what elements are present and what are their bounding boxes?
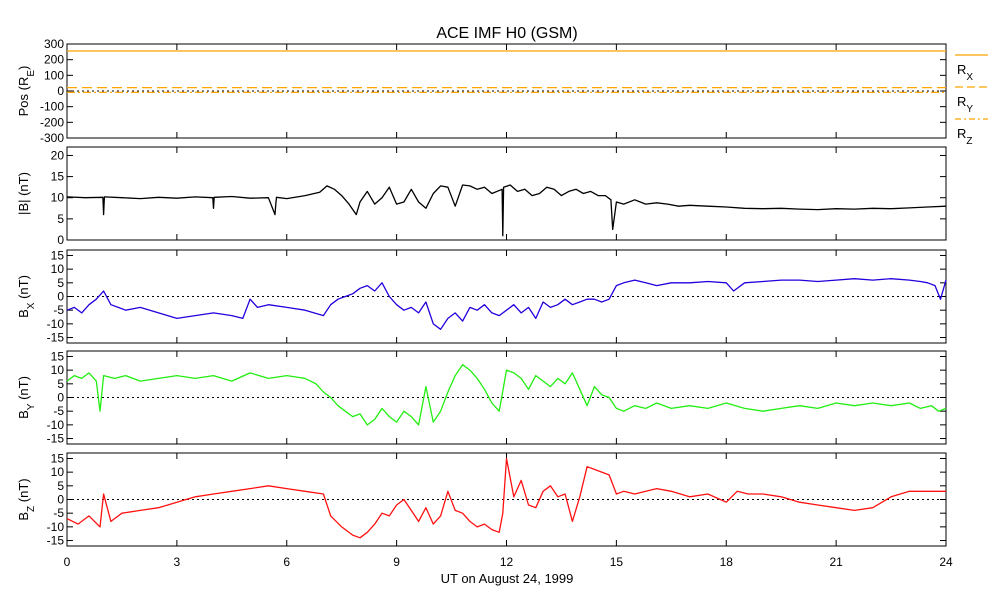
y-tick-label: 0: [57, 84, 64, 98]
y-tick-label: 10: [51, 191, 65, 205]
y-tick-label: 100: [44, 68, 64, 82]
y-tick-label: -100: [40, 100, 64, 114]
y-tick-label: -10: [47, 418, 65, 432]
y-tick-label: -15: [47, 432, 65, 446]
x-tick-label: 18: [720, 555, 734, 569]
legend-label-rz: RZ: [957, 126, 973, 147]
x-tick-label: 9: [393, 555, 400, 569]
legend-label-rx: RX: [957, 62, 973, 83]
x-tick-label: 15: [610, 555, 624, 569]
x-tick-label: 3: [174, 555, 181, 569]
y-axis-label: Pos (RE): [16, 66, 37, 117]
y-tick-label: 300: [44, 37, 64, 51]
y-tick-label: 0: [57, 290, 64, 304]
series-line-bz: [66, 457, 946, 539]
y-tick-label: 5: [57, 212, 64, 226]
x-tick-label: 21: [829, 555, 843, 569]
y-tick-label: -15: [47, 534, 65, 548]
y-tick-label: -10: [47, 520, 65, 534]
legend-label-ry: RY: [957, 94, 973, 115]
y-tick-label: 10: [51, 262, 65, 276]
y-tick-label: -15: [47, 331, 65, 345]
x-tick-label: 6: [283, 555, 290, 569]
y-tick-label: 5: [57, 377, 64, 391]
y-axis-label: BZ (nT): [16, 478, 37, 520]
x-axis: 0 3 6 9 12 15 18 21 24: [64, 555, 953, 569]
y-tick-label: 200: [44, 53, 64, 67]
x-tick-label: 12: [500, 555, 514, 569]
series-line-by: [66, 364, 947, 426]
panel-btotal: 0 5 10 15 20 |B| (nT): [16, 146, 947, 247]
x-axis-label: UT on August 24, 1999: [441, 571, 574, 586]
y-tick-label: 15: [51, 349, 65, 363]
y-tick-label: 5: [57, 479, 64, 493]
y-tick-label: 15: [51, 248, 65, 262]
y-tick-label: 0: [57, 493, 64, 507]
x-tick-label: 24: [939, 555, 953, 569]
y-tick-label: 15: [51, 170, 65, 184]
y-axis-label: |B| (nT): [16, 172, 31, 215]
chart-title: ACE IMF H0 (GSM): [436, 25, 577, 42]
y-tick-label: 5: [57, 276, 64, 290]
y-tick-label: -200: [40, 115, 64, 129]
y-tick-label: -5: [53, 404, 64, 418]
y-tick-label: 0: [57, 391, 64, 405]
y-tick-label: -300: [40, 131, 64, 145]
y-tick-label: 20: [51, 148, 65, 162]
x-tick-label: 0: [64, 555, 71, 569]
y-axis-label: BX (nT): [16, 275, 37, 318]
y-tick-label: 0: [57, 233, 64, 247]
y-tick-label: -5: [53, 506, 64, 520]
y-tick-label: 10: [51, 363, 65, 377]
y-tick-label: 15: [51, 451, 65, 465]
position-legend: RX RY RZ: [955, 54, 988, 147]
y-tick-label: -10: [47, 317, 65, 331]
series-line-bx: [66, 278, 947, 330]
panel-frame: [66, 146, 947, 241]
series-line-btotal: [66, 184, 947, 237]
y-axis-label: BY (nT): [16, 376, 37, 419]
y-tick-label: 10: [51, 465, 65, 479]
y-tick-label: -5: [53, 303, 64, 317]
